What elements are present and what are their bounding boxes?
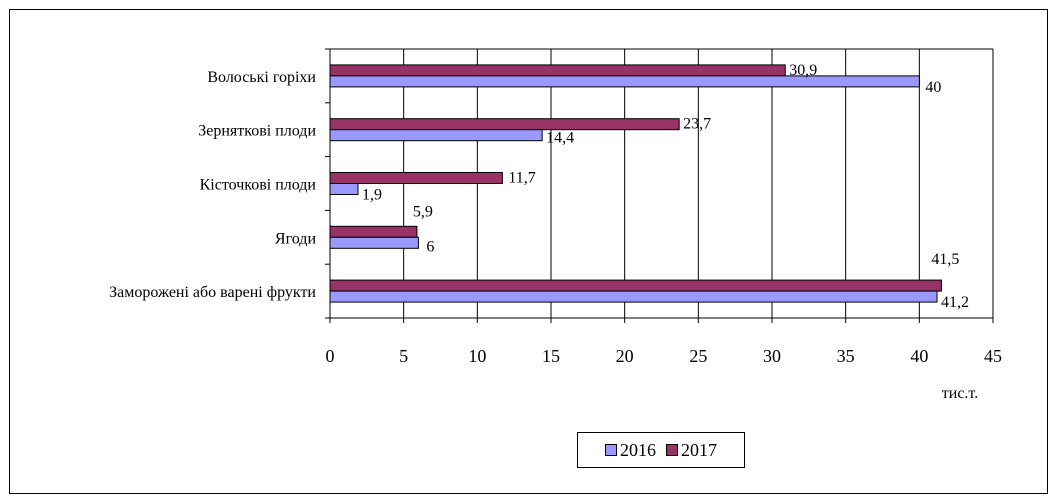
data-label-2017-4: 41,5 — [931, 251, 959, 268]
legend-item-2016: 2016 — [605, 440, 656, 461]
x-tick-label-45: 45 — [984, 346, 1002, 366]
x-tick-label-20: 20 — [616, 346, 634, 366]
chart-frame — [9, 9, 1048, 494]
x-tick-label-5: 5 — [399, 346, 408, 366]
data-label-2016-0: 40 — [925, 79, 941, 96]
data-label-2016-1: 14,4 — [546, 130, 574, 147]
legend-item-2017: 2017 — [666, 440, 717, 461]
category-label-4: Заморожені або варені фрукти — [109, 284, 316, 301]
x-tick-label-30: 30 — [763, 346, 781, 366]
bar-2016-4 — [329, 290, 938, 303]
data-label-2017-0: 30,9 — [789, 62, 817, 79]
bar-2016-1 — [329, 129, 543, 142]
legend-label-2016: 2016 — [620, 439, 656, 460]
x-tick-label-40: 40 — [910, 346, 928, 366]
data-label-2017-3: 5,9 — [413, 203, 433, 220]
data-label-2016-3: 6 — [426, 238, 434, 255]
legend-swatch-2017 — [666, 444, 678, 456]
bar-2017-4 — [329, 279, 942, 292]
data-label-2017-1: 23,7 — [683, 116, 711, 133]
bar-2017-3 — [329, 225, 418, 238]
category-label-3: Ягоди — [275, 230, 317, 247]
x-tick-label-15: 15 — [542, 346, 560, 366]
bar-2017-1 — [329, 118, 680, 131]
x-tick-label-10: 10 — [468, 346, 486, 366]
category-label-0: Волоські горіхи — [207, 69, 316, 86]
data-label-2016-4: 41,2 — [941, 294, 969, 311]
legend-swatch-2016 — [605, 444, 617, 456]
category-label-1: Зерняткові плоди — [198, 123, 316, 140]
x-tick-label-0: 0 — [326, 346, 335, 366]
data-label-2016-2: 1,9 — [362, 187, 382, 204]
data-label-2017-2: 11,7 — [508, 170, 535, 187]
bar-2017-2 — [329, 172, 503, 184]
legend: 2016 2017 — [577, 432, 745, 468]
bar-2016-2 — [329, 183, 359, 195]
x-tick-label-35: 35 — [837, 346, 855, 366]
legend-label-2017: 2017 — [681, 439, 717, 460]
bar-2017-0 — [329, 64, 786, 77]
category-label-2: Кісточкові плоди — [200, 177, 317, 194]
x-tick-label-25: 25 — [689, 346, 707, 366]
bar-2016-3 — [329, 236, 419, 249]
x-axis-label: тис.т. — [942, 385, 978, 402]
bar-2016-0 — [329, 75, 920, 88]
